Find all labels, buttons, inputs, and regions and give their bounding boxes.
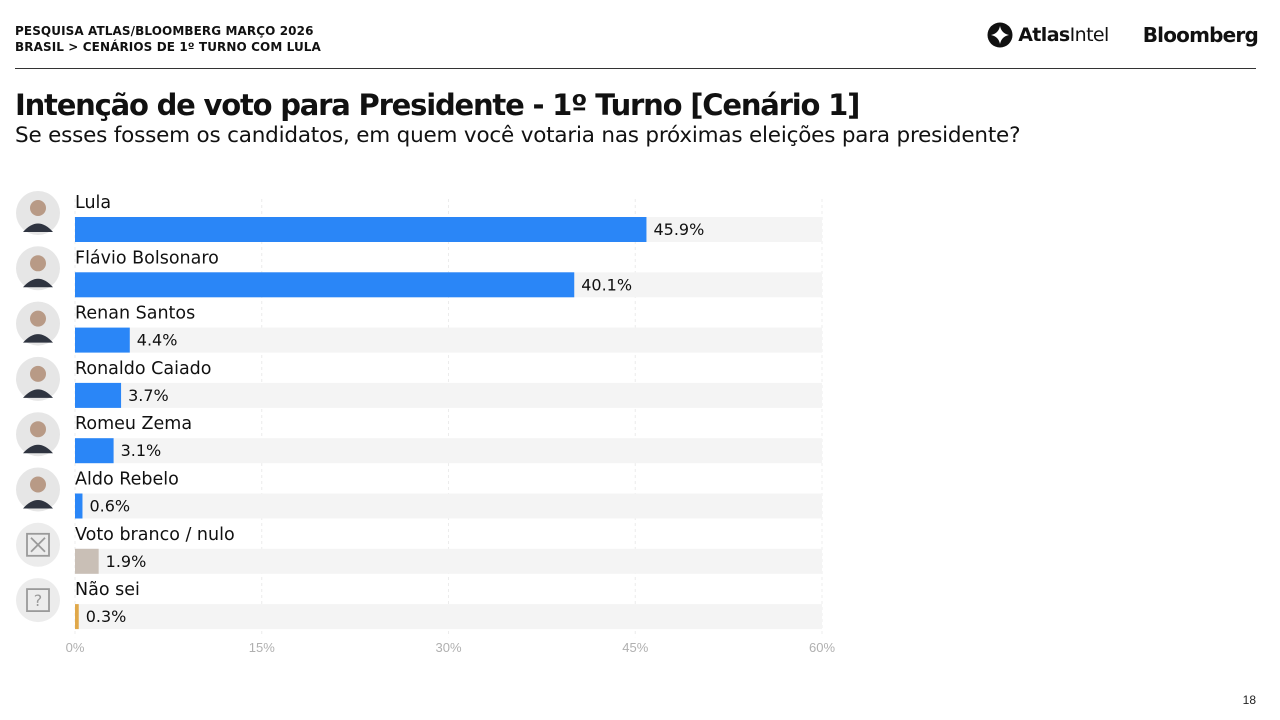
bar-track [75,548,822,574]
avatar-body [23,223,53,232]
survey-name: PESQUISA ATLAS/BLOOMBERG MARÇO 2026 [15,24,314,38]
x-tick-label: 45% [622,640,648,655]
bar [75,382,122,408]
chart-title: Intenção de voto para Presidente - 1º Tu… [15,88,860,122]
question-mark-icon: ? [34,591,43,610]
avatar-body [23,500,53,509]
bar [75,548,99,574]
avatar-body [23,444,53,454]
category-label: Não sei [75,580,140,600]
category-label: Flávio Bolsonaro [75,248,219,268]
chart-subtitle: Se esses fossem os candidatos, em quem v… [15,123,1021,148]
avatar-head [30,476,46,493]
avatar-head [30,255,46,272]
bar [75,493,83,519]
value-label: 0.3% [86,607,127,626]
value-label: 1.9% [106,552,147,571]
value-label: 45.9% [653,220,704,239]
bar-track [75,382,822,408]
header-divider [15,68,1256,69]
x-tick-label: 30% [435,640,461,655]
bar-track [75,493,822,519]
category-label: Renan Santos [75,304,195,324]
value-label: 3.7% [128,386,169,405]
avatar-head [30,421,46,438]
bar [75,272,575,298]
atlasintel-mark-icon [987,22,1013,48]
bar [75,604,79,630]
bar [75,438,114,464]
breadcrumb: BRASIL > CENÁRIOS DE 1º TURNO COM LULA [15,40,321,54]
x-tick-label: 0% [66,640,85,655]
avatar-body [23,389,53,398]
category-label: Aldo Rebelo [75,470,179,490]
value-label: 3.1% [121,441,162,460]
question-box-icon [26,588,50,612]
avatar-head [30,310,46,327]
page-number: 18 [1242,693,1256,707]
survey-header: PESQUISA ATLAS/BLOOMBERG MARÇO 2026 BRAS… [15,23,321,55]
category-label: Ronaldo Caiado [75,359,211,379]
category-label: Lula [75,193,111,213]
bar [75,217,647,242]
value-label: 40.1% [581,275,632,294]
bar-track [75,604,822,630]
bloomberg-logo: Bloomberg [1142,23,1259,47]
avatar-body [23,334,53,343]
x-tick-label: 60% [809,640,835,655]
bar-track [75,327,822,353]
x-tick-label: 15% [249,640,275,655]
value-label: 0.6% [89,497,130,516]
x-box-icon [26,532,50,557]
logos: AtlasIntel Bloomberg [987,22,1259,48]
avatar-head [30,365,46,382]
atlasintel-wordmark: AtlasIntel [1018,24,1109,46]
atlasintel-logo: AtlasIntel [987,22,1109,48]
value-label: 4.4% [137,331,178,350]
bar-track [75,438,822,464]
category-label: Romeu Zema [75,414,192,434]
bar [75,327,130,353]
category-label: Voto branco / nulo [75,525,235,545]
avatar-body [23,278,53,288]
x-mark-icon [30,537,46,553]
avatar-head [30,200,46,216]
